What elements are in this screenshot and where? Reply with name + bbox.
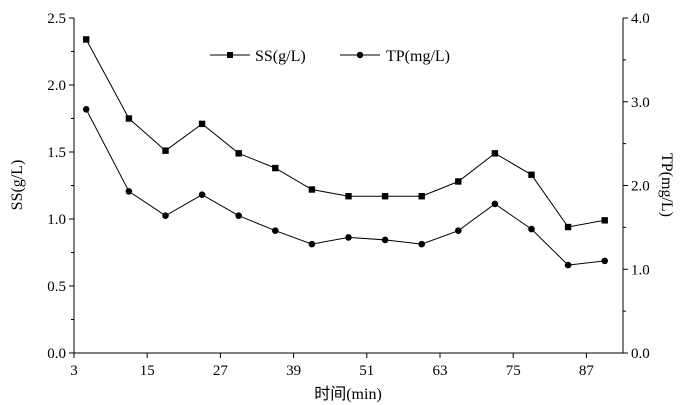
tp-point-4 [235,212,242,219]
tp-point-3 [198,191,206,199]
legend-tp-marker [356,51,364,59]
axes [73,18,624,354]
x-tick-label-5: 63 [433,363,448,379]
tp-point-6 [308,240,316,248]
ss-point-10 [455,178,462,185]
tp-point-14 [601,257,608,265]
right-y-tick-label-2: 2.0 [631,179,650,195]
left-y-tick-label-1: 0.5 [47,279,66,295]
ss-point-13 [564,223,572,231]
ss-point-1 [125,115,133,122]
tp-point-11 [491,200,499,208]
ss-point-6 [308,186,316,193]
x-tick-label-2: 27 [213,363,229,379]
tp-point-8 [381,236,389,244]
legend-item-ss: SS(g/L) [210,48,306,65]
left-y-tick-label-2: 1.0 [47,212,66,228]
series-layer [82,36,608,269]
left-y-tick-label-5: 2.5 [47,11,66,27]
tp-point-5 [272,227,279,235]
legend-ss-label: SS(g/L) [255,48,306,65]
tp-point-10 [455,227,462,235]
ss-point-11 [491,150,499,157]
left-y-axis-title: SS(g/L) [9,160,26,211]
ss-point-12 [528,171,535,178]
legend-tp-label: TP(mg/L) [386,48,450,65]
ticks: 3 15 27 39 51 63 75 87 0.0 0.5 1.0 1.5 2.0 2.5 0.0 1.0 2… [47,11,650,379]
right-y-tick-label-1: 1.0 [631,262,650,278]
tp-point-13 [564,261,572,269]
ss-point-2 [162,147,169,154]
ss-point-8 [381,193,389,200]
x-tick-label-4: 51 [359,363,374,379]
x-tick-label-3: 39 [286,363,301,379]
ss-point-0 [83,36,90,43]
ss-point-7 [345,193,352,200]
tp-series-line [85,109,605,266]
tp-point-2 [162,212,169,219]
left-y-tick-label-4: 2.0 [47,78,66,94]
left-y-tick-label-0: 0.0 [47,346,66,362]
ss-point-3 [198,120,206,128]
right-y-axis-title: TP(mg/L) [658,153,675,217]
ss-point-9 [418,193,425,200]
ss-point-5 [272,164,279,172]
legend: SS(g/L) TP(mg/L) [210,48,450,65]
ss-point-4 [235,150,242,157]
right-y-tick-label-3: 3.0 [631,95,650,111]
legend-ss-marker [227,52,233,58]
tp-point-9 [418,240,426,248]
x-tick-label-0: 3 [70,363,78,379]
x-tick-label-1: 15 [140,363,155,379]
legend-item-tp: TP(mg/L) [340,48,450,65]
tp-point-12 [528,225,535,233]
x-tick-label-6: 75 [506,363,521,379]
right-y-tick-label-0: 0.0 [631,346,650,362]
tp-point-7 [345,234,352,241]
left-y-tick-label-3: 1.5 [47,145,66,161]
ss-point-14 [601,217,608,224]
x-axis-title: 时间(min) [314,385,382,403]
x-tick-label-7: 87 [579,363,595,379]
tp-point-0 [82,105,90,113]
tp-point-1 [125,188,133,195]
right-y-tick-label-4: 4.0 [631,11,650,27]
